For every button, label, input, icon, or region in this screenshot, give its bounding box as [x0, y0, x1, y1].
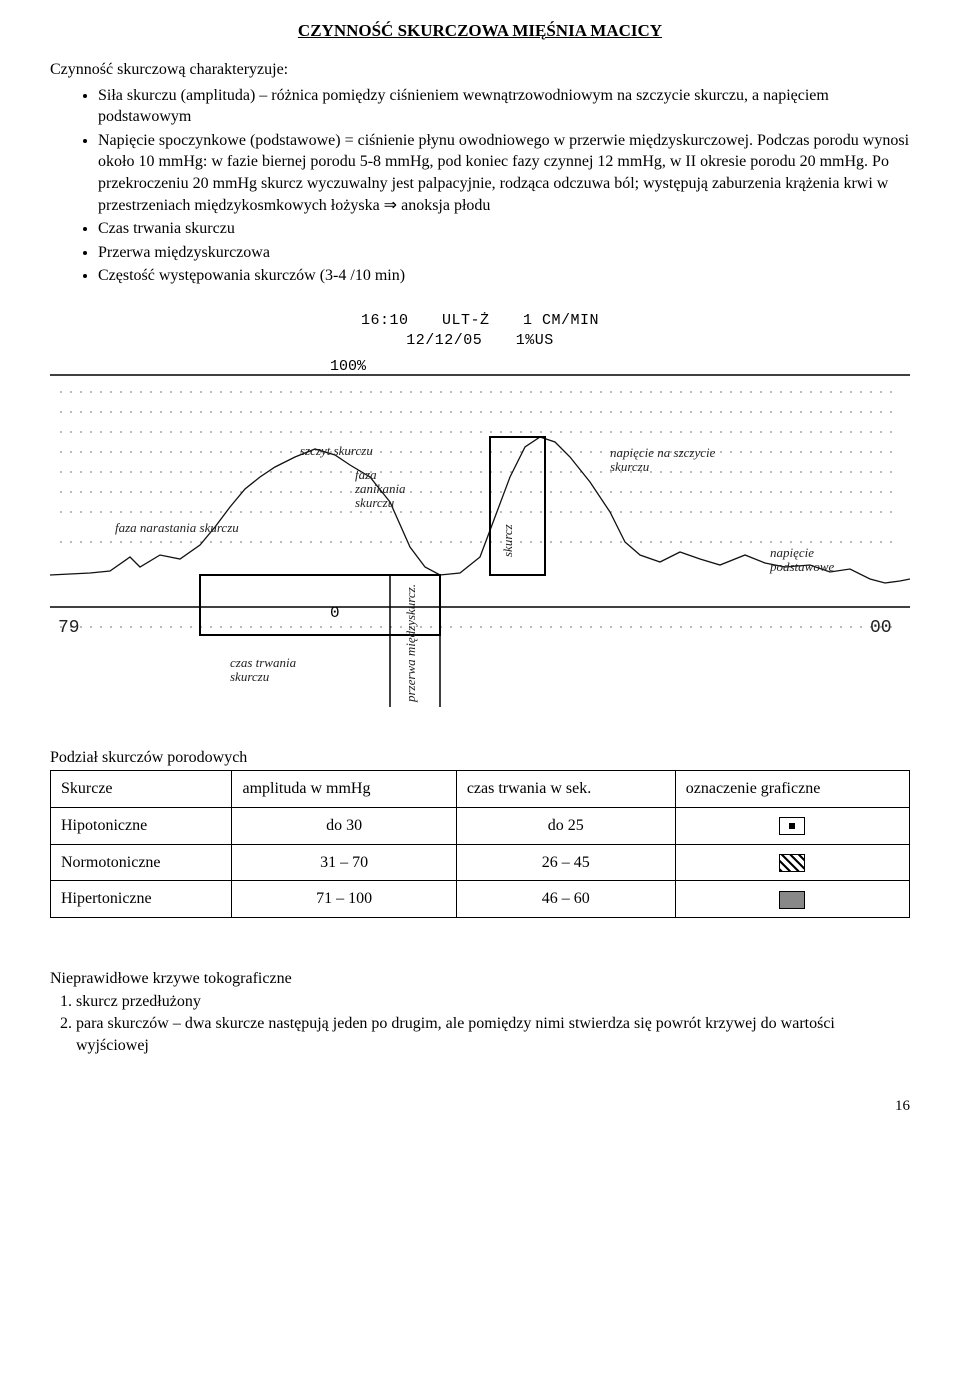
ann-faza-zanik: faza zanikania skurczu: [354, 467, 409, 510]
table-caption: Podział skurczów porodowych: [50, 747, 910, 769]
table-row: Normotoniczne 31 – 70 26 – 45: [51, 844, 910, 881]
symbol-fill-icon: [779, 891, 805, 909]
footer-list: skurcz przedłużony para skurczów – dwa s…: [76, 991, 910, 1056]
bullet-list: Siła skurczu (amplituda) – różnica pomię…: [98, 85, 910, 287]
ann-napiecie-podst: napięcie podstawowe: [769, 545, 835, 574]
cell-symbol: [675, 808, 909, 845]
grid-dots: [60, 392, 900, 607]
intro-text: Czynność skurczową charakteryzuje:: [50, 59, 910, 81]
cell-name: Normotoniczne: [51, 844, 232, 881]
ann-przerwa-vert: przerwa międzyskurcz.: [403, 584, 418, 703]
table-row: Hipertoniczne 71 – 100 46 – 60: [51, 881, 910, 918]
th-czas: czas trwania w sek.: [456, 771, 675, 808]
bullet-item: Częstość występowania skurczów (3-4 /10 …: [98, 265, 910, 287]
th-oznaczenie: oznaczenie graficzne: [675, 771, 909, 808]
chart-speed: 1 CM/MIN: [523, 312, 599, 329]
amplitude-box: [490, 437, 545, 575]
label-0: 0: [330, 604, 340, 622]
chart-gain: 1%US: [516, 332, 554, 349]
cell-name: Hipotoniczne: [51, 808, 232, 845]
cell-time: 46 – 60: [456, 881, 675, 918]
cell-symbol: [675, 881, 909, 918]
symbol-dot-icon: [779, 817, 805, 835]
bullet-item: Napięcie spoczynkowe (podstawowe) = ciśn…: [98, 130, 910, 216]
chart-header: 16:10 ULT-Ż 1 CM/MIN 12/12/05 1%US: [50, 311, 910, 352]
cell-amp: do 30: [232, 808, 456, 845]
page-number: 16: [50, 1096, 910, 1116]
ann-szczyt: szczyt skurczu: [300, 443, 373, 458]
contraction-table: Skurcze amplituda w mmHg czas trwania w …: [50, 770, 910, 917]
th-amplituda: amplituda w mmHg: [232, 771, 456, 808]
chart-svg: 100% 0 79 00 faza: [50, 307, 910, 727]
chart-mode: ULT-Ż: [442, 312, 490, 329]
cell-name: Hipertoniczne: [51, 881, 232, 918]
cell-time: 26 – 45: [456, 844, 675, 881]
ann-czas-trwania: czas trwania skurczu: [230, 655, 299, 684]
left-tick-num: 79: [58, 618, 80, 638]
ann-faza-narastanie: faza narastania skurczu: [115, 520, 239, 535]
right-tick-num: 00: [870, 618, 892, 638]
bullet-item: Czas trwania skurczu: [98, 218, 910, 240]
table-row: Hipotoniczne do 30 do 25: [51, 808, 910, 845]
cell-time: do 25: [456, 808, 675, 845]
bullet-item: Siła skurczu (amplituda) – różnica pomię…: [98, 85, 910, 128]
cell-symbol: [675, 844, 909, 881]
ann-napiecie-szczyt: napięcie na szczycie skurczu: [610, 445, 719, 474]
chart-date: 12/12/05: [406, 332, 482, 349]
ann-skurcz-vert: skurcz: [500, 524, 515, 557]
footer-block: Nieprawidłowe krzywe tokograficzne skurc…: [50, 968, 910, 1056]
table-header-row: Skurcze amplituda w mmHg czas trwania w …: [51, 771, 910, 808]
footer-item: para skurczów – dwa skurcze następują je…: [76, 1013, 910, 1056]
tocograph-chart: 16:10 ULT-Ż 1 CM/MIN 12/12/05 1%US 100%: [50, 307, 910, 727]
chart-time: 16:10: [361, 312, 409, 329]
symbol-hatch-icon: [779, 854, 805, 872]
footer-item: skurcz przedłużony: [76, 991, 910, 1013]
th-skurcze: Skurcze: [51, 771, 232, 808]
page-title: CZYNNOŚĆ SKURCZOWA MIĘŚNIA MACICY: [50, 20, 910, 43]
bullet-item: Przerwa międzyskurczowa: [98, 242, 910, 264]
cell-amp: 71 – 100: [232, 881, 456, 918]
footer-heading: Nieprawidłowe krzywe tokograficzne: [50, 968, 910, 990]
label-100: 100%: [330, 358, 367, 375]
cell-amp: 31 – 70: [232, 844, 456, 881]
